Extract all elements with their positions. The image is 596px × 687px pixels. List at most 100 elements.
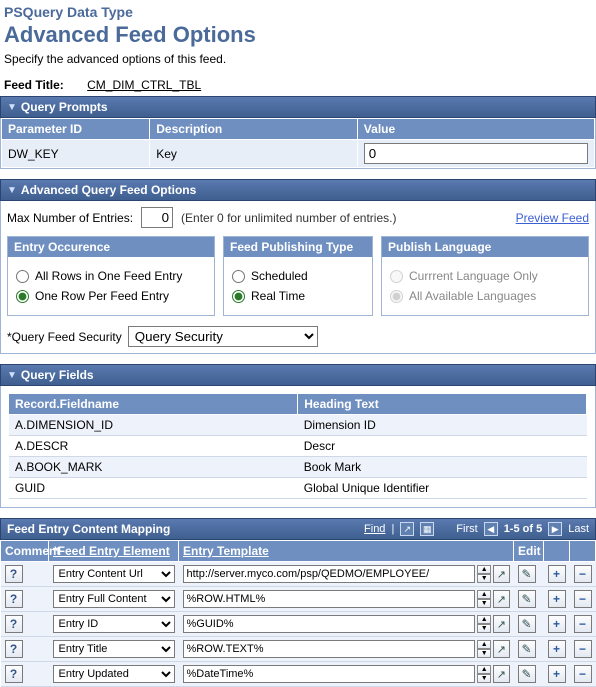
edit-button[interactable]: ✎ — [518, 640, 536, 658]
spin-up-icon[interactable]: ▲ — [477, 565, 491, 574]
query-feed-security-label: *Query Feed Security — [7, 330, 122, 344]
edit-button[interactable]: ✎ — [518, 565, 536, 583]
col-blank — [544, 541, 570, 562]
last-label[interactable]: Last — [568, 523, 589, 535]
adv-opts-title: Advanced Query Feed Options — [21, 183, 196, 197]
query-fields-header[interactable]: ▼ Query Fields — [0, 364, 596, 386]
comment-button[interactable]: ? — [5, 665, 23, 683]
radio-scheduled[interactable]: Scheduled — [232, 269, 364, 283]
radio-all-lang-label: All Available Languages — [409, 289, 536, 303]
page-title: Advanced Feed Options — [0, 22, 596, 50]
cell-rec: A.BOOK_MARK — [9, 457, 298, 478]
radio-one-row-input[interactable] — [16, 290, 29, 303]
radio-realtime-label: Real Time — [251, 289, 305, 303]
radio-all-rows[interactable]: All Rows in One Feed Entry — [16, 269, 206, 283]
col-element[interactable]: *Feed Entry Element — [49, 541, 179, 562]
spin-down-icon[interactable]: ▼ — [477, 624, 491, 633]
query-prompts-table: Parameter ID Description Value DW_KEY Ke… — [1, 118, 595, 168]
popout-icon[interactable]: ↗ — [493, 615, 509, 633]
grid-icon[interactable]: ▦ — [420, 522, 434, 536]
edit-button[interactable]: ✎ — [518, 615, 536, 633]
radio-one-row[interactable]: One Row Per Feed Entry — [16, 289, 206, 303]
entry-template-input[interactable] — [183, 565, 476, 583]
edit-button[interactable]: ✎ — [518, 590, 536, 608]
popout-icon[interactable]: ↗ — [493, 640, 509, 658]
edit-button[interactable]: ✎ — [518, 665, 536, 683]
comment-button[interactable]: ? — [5, 640, 23, 658]
max-entries-hint: (Enter 0 for unlimited number of entries… — [181, 211, 396, 225]
table-row: A.BOOK_MARKBook Mark — [9, 457, 587, 478]
entry-template-input[interactable] — [183, 590, 476, 608]
table-row: ? Entry Content Url ▲▼↗ ✎ +− — [1, 562, 596, 587]
spin-up-icon[interactable]: ▲ — [477, 665, 491, 674]
col-blank — [570, 541, 596, 562]
spin-down-icon[interactable]: ▼ — [477, 674, 491, 683]
spin-down-icon[interactable]: ▼ — [477, 649, 491, 658]
view-all-icon[interactable]: ↗ — [400, 522, 414, 536]
adv-opts-header[interactable]: ▼ Advanced Query Feed Options — [0, 179, 596, 201]
entry-occurrence-group: Entry Occurence All Rows in One Feed Ent… — [7, 236, 215, 316]
next-icon[interactable]: ▶ — [548, 522, 562, 536]
query-fields-table: Record.Fieldname Heading Text A.DIMENSIO… — [9, 394, 587, 499]
comment-button[interactable]: ? — [5, 565, 23, 583]
radio-realtime[interactable]: Real Time — [232, 289, 364, 303]
add-row-button[interactable]: + — [548, 665, 566, 683]
prev-icon[interactable]: ◀ — [484, 522, 498, 536]
max-entries-input[interactable] — [141, 207, 173, 228]
spin-up-icon[interactable]: ▲ — [477, 615, 491, 624]
first-label[interactable]: First — [456, 523, 477, 535]
popout-icon[interactable]: ↗ — [493, 590, 509, 608]
radio-all-rows-input[interactable] — [16, 270, 29, 283]
table-row: A.DIMENSION_IDDimension ID — [9, 415, 587, 436]
delete-row-button[interactable]: − — [574, 590, 592, 608]
feed-entry-element-select[interactable]: Entry Updated — [53, 665, 175, 683]
entry-template-input[interactable] — [183, 640, 476, 658]
col-template[interactable]: Entry Template — [179, 541, 514, 562]
query-feed-security-select[interactable]: Query Security — [128, 326, 318, 347]
preview-feed-link[interactable]: Preview Feed — [516, 211, 589, 225]
query-prompts-header[interactable]: ▼ Query Prompts — [0, 96, 596, 118]
col-heading-text: Heading Text — [298, 394, 587, 415]
add-row-button[interactable]: + — [548, 565, 566, 583]
delete-row-button[interactable]: − — [574, 615, 592, 633]
page-subtitle: Specify the advanced options of this fee… — [0, 50, 596, 74]
spin-up-icon[interactable]: ▲ — [477, 590, 491, 599]
cell-description: Key — [150, 140, 358, 168]
query-prompts-title: Query Prompts — [21, 100, 108, 114]
feed-entry-element-select[interactable]: Entry Full Content — [53, 590, 175, 608]
radio-one-row-label: One Row Per Feed Entry — [35, 289, 169, 303]
col-comment[interactable]: Comment — [1, 541, 49, 562]
spin-down-icon[interactable]: ▼ — [477, 574, 491, 583]
radio-scheduled-input[interactable] — [232, 270, 245, 283]
cell-rec: A.DESCR — [9, 436, 298, 457]
popout-icon[interactable]: ↗ — [493, 665, 509, 683]
popout-icon[interactable]: ↗ — [493, 565, 509, 583]
feed-entry-element-select[interactable]: Entry ID — [53, 615, 175, 633]
spin-up-icon[interactable]: ▲ — [477, 640, 491, 649]
cell-param-id: DW_KEY — [2, 140, 150, 168]
table-row: DW_KEY Key — [2, 140, 595, 168]
col-description: Description — [150, 119, 358, 140]
feed-entry-element-select[interactable]: Entry Title — [53, 640, 175, 658]
spin-down-icon[interactable]: ▼ — [477, 599, 491, 608]
comment-button[interactable]: ? — [5, 590, 23, 608]
prompt-value-input[interactable] — [364, 143, 588, 164]
radio-realtime-input[interactable] — [232, 290, 245, 303]
query-fields-title: Query Fields — [21, 368, 94, 382]
comment-button[interactable]: ? — [5, 615, 23, 633]
radio-all-lang: All Available Languages — [390, 289, 580, 303]
find-link[interactable]: Find — [364, 523, 385, 535]
mapping-title: Feed Entry Content Mapping — [7, 522, 170, 536]
add-row-button[interactable]: + — [548, 590, 566, 608]
delete-row-button[interactable]: − — [574, 665, 592, 683]
entry-template-input[interactable] — [183, 615, 476, 633]
feed-publishing-group: Feed Publishing Type Scheduled Real Time — [223, 236, 373, 316]
feed-entry-element-select[interactable]: Entry Content Url — [53, 565, 175, 583]
add-row-button[interactable]: + — [548, 640, 566, 658]
delete-row-button[interactable]: − — [574, 640, 592, 658]
cell-head: Dimension ID — [298, 415, 587, 436]
feed-publishing-legend: Feed Publishing Type — [224, 237, 372, 257]
entry-template-input[interactable] — [183, 665, 476, 683]
delete-row-button[interactable]: − — [574, 565, 592, 583]
add-row-button[interactable]: + — [548, 615, 566, 633]
